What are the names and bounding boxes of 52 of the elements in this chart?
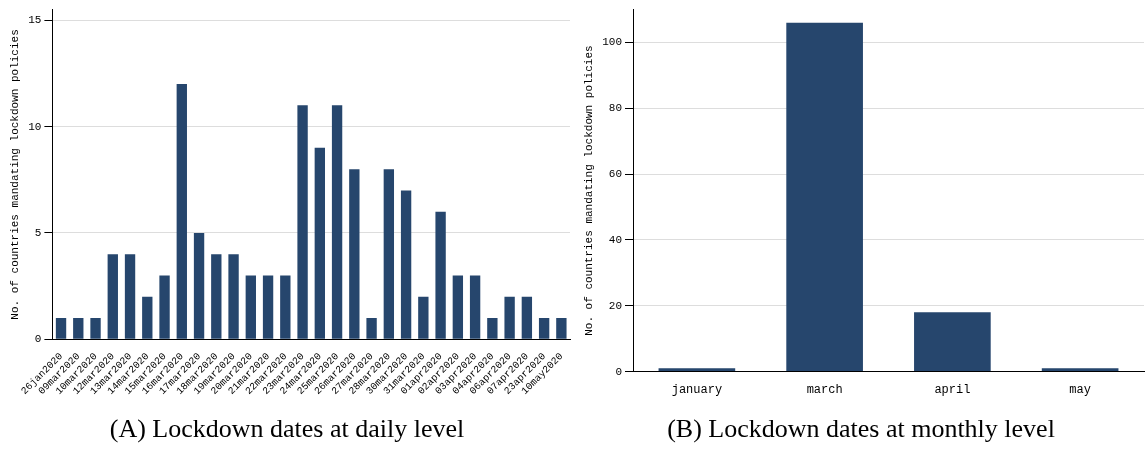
bar [193,232,205,339]
y-tick-label: 15 [28,14,42,27]
y-tick-label: 10 [28,120,42,133]
bar [914,312,991,372]
text: (B) Lockdown dates at monthly level [666,414,1056,444]
bar [556,318,567,339]
x-tick-label: april [934,382,971,397]
bar [124,254,136,339]
y-tick-label: 20 [608,299,622,312]
x-tick-label: may [1069,382,1091,397]
bar [331,105,343,339]
bar [245,275,256,339]
bar [400,190,412,339]
bar [521,296,533,339]
y-tick-label: 100 [602,36,622,49]
bar [176,84,187,339]
y-axis-title: No. of countries mandating lockdown policies [8,29,21,320]
y-tick-label: 40 [608,233,622,246]
y-tick-label: 0 [615,365,622,378]
bar [435,211,446,339]
bar [90,318,101,339]
bar [314,147,325,339]
bar [418,296,429,339]
bar [211,254,222,339]
bar [280,275,291,339]
bar [55,318,67,339]
bar [487,318,498,339]
y-tick-label: 5 [34,226,42,239]
y-tick-label: 0 [34,333,42,346]
bar [786,22,863,372]
x-tick-label: january [671,382,723,397]
bar [658,368,736,372]
bar [142,296,153,339]
y-axis-title: No. of countries mandating lockdown policies [582,45,595,336]
bar [452,275,464,339]
bar [297,105,308,339]
y-tick-label: 60 [608,168,622,181]
bar [469,275,481,339]
bar [538,318,550,339]
bar [349,169,360,339]
bar [228,254,239,339]
bar [504,296,515,339]
bar [159,275,170,339]
x-tick-label: march [806,382,843,397]
bar [262,275,274,339]
y-tick-label: 80 [608,102,622,115]
bar [73,318,84,339]
bar [1041,368,1119,372]
bar [383,169,395,339]
bar [107,254,118,339]
text: (A) Lockdown dates at daily level [108,414,466,444]
bar [366,318,377,339]
